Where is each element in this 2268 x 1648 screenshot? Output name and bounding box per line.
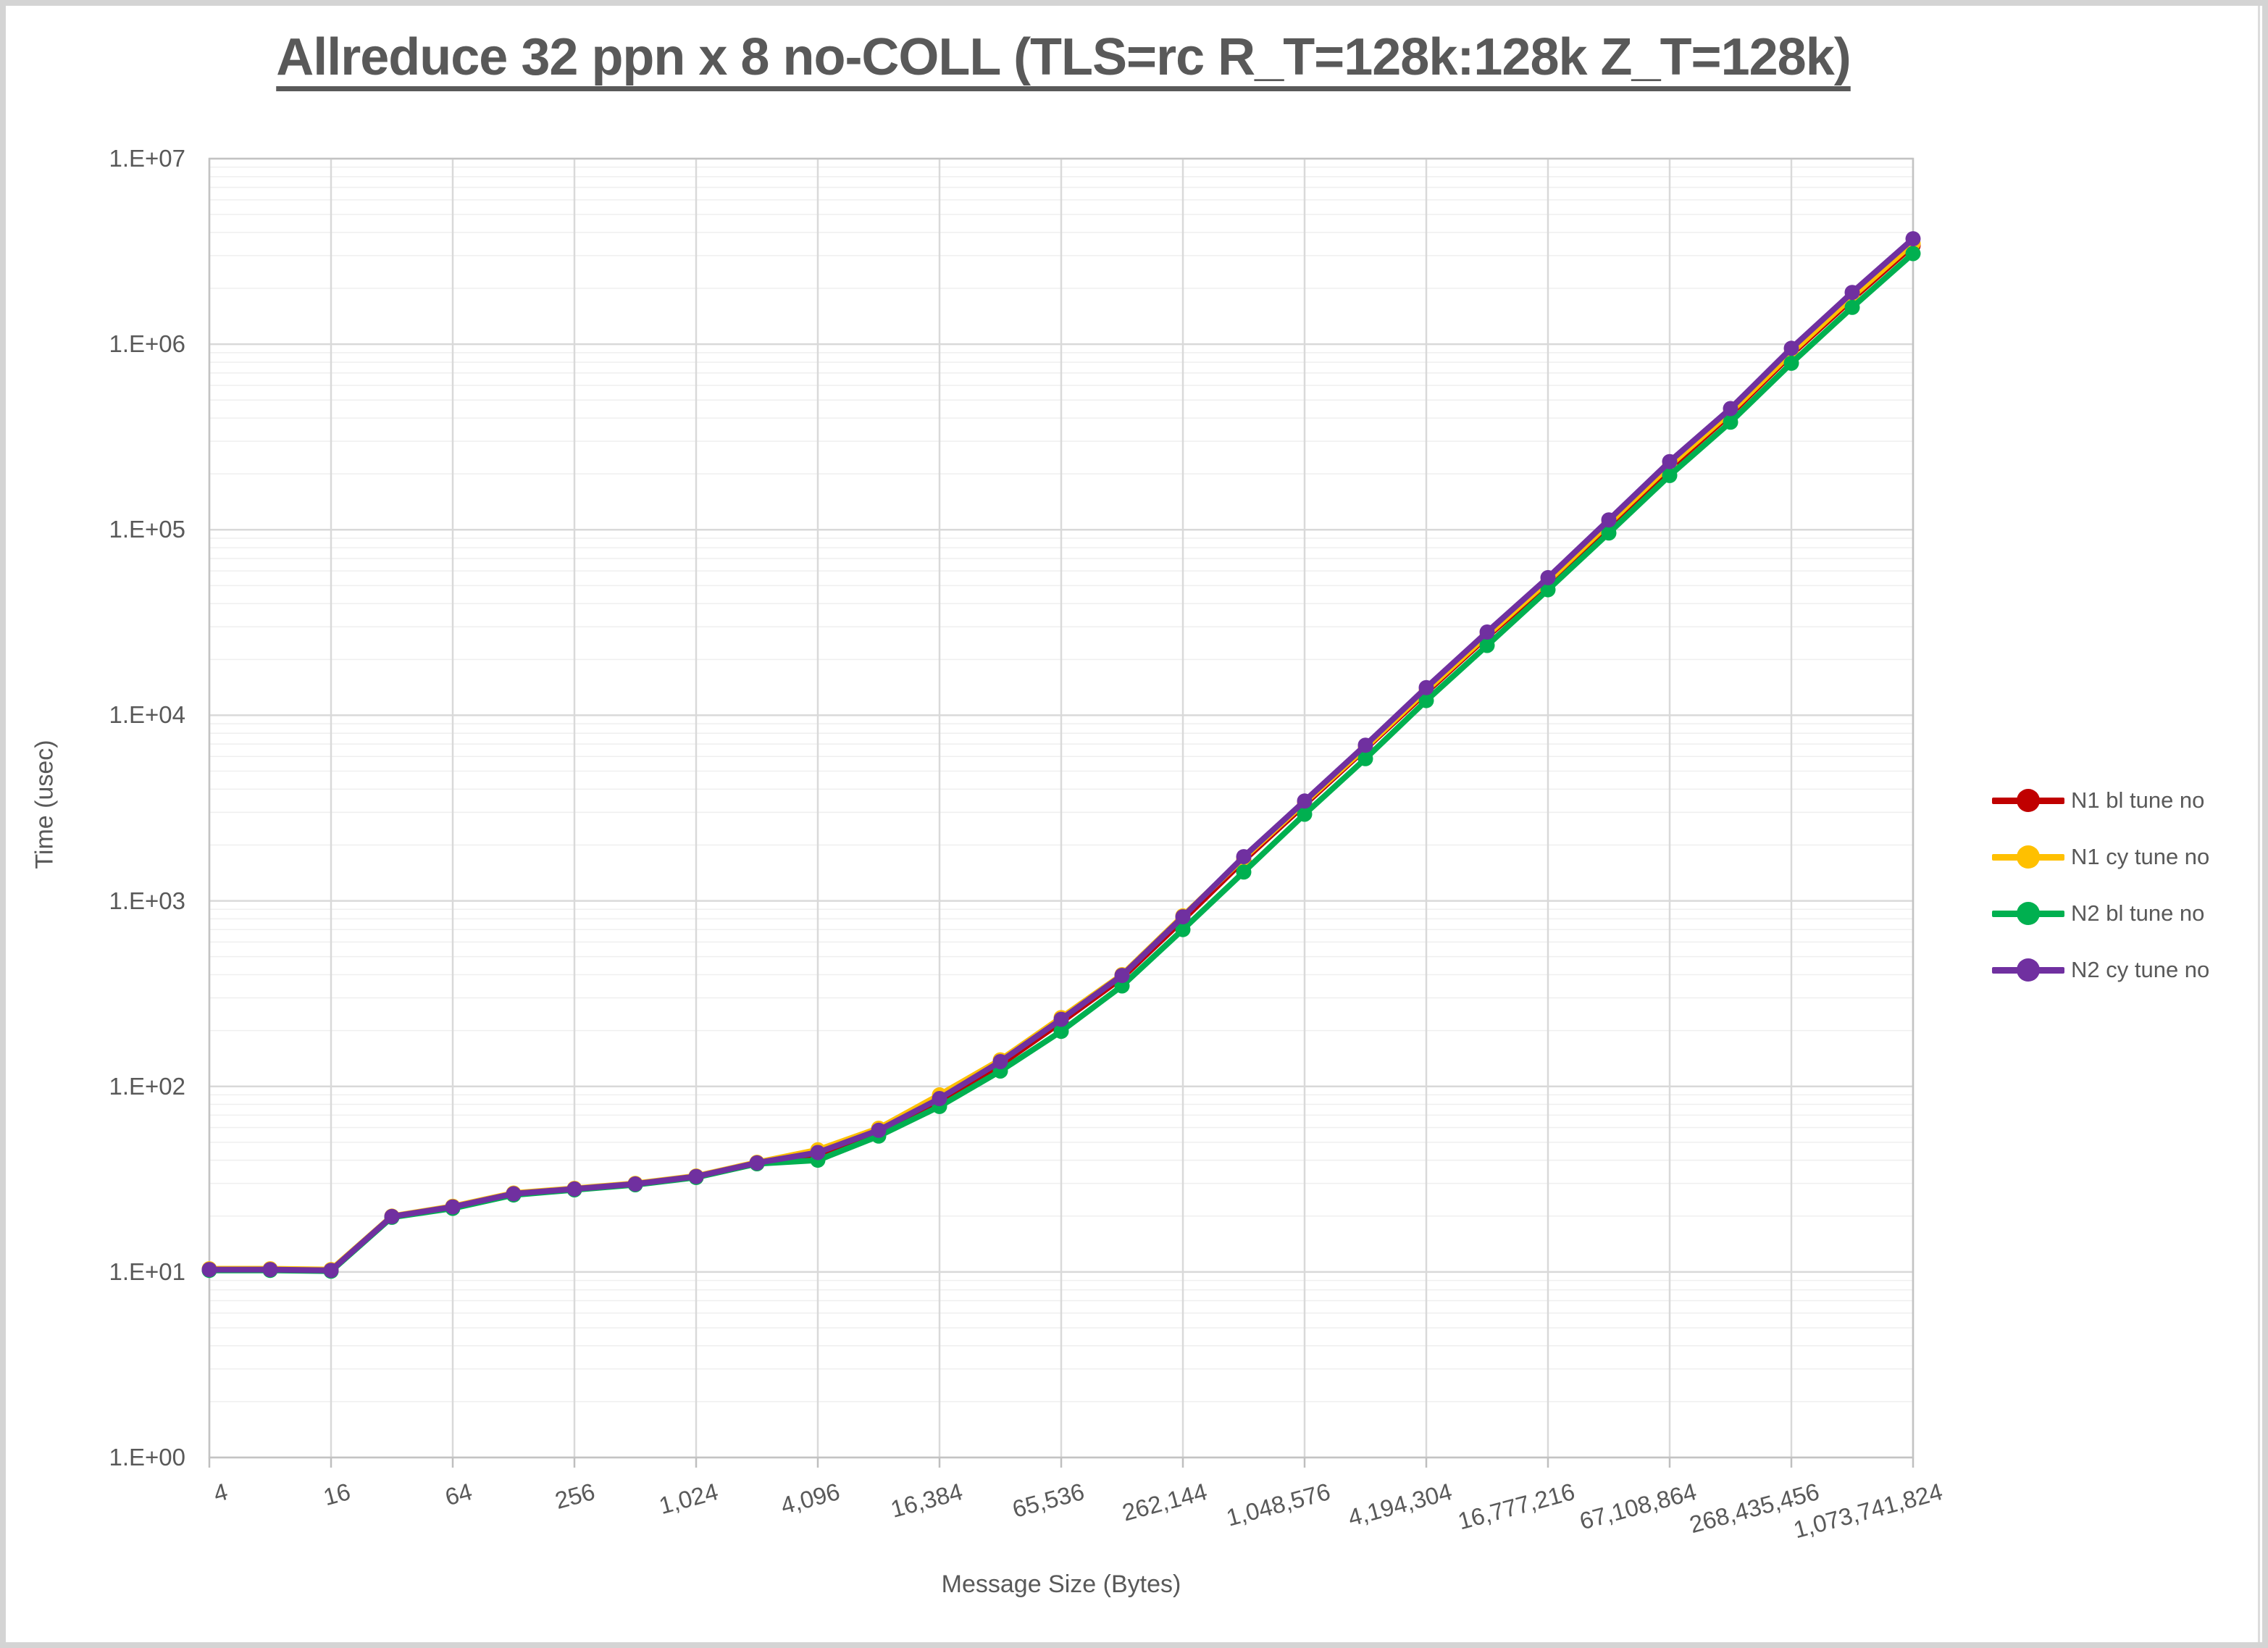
plot-border (208, 157, 1915, 1459)
data-point-n2-bl-tune-no (1540, 582, 1556, 598)
legend: N1 bl tune no N1 cy tune no N2 bl tune no N… (1992, 772, 2209, 998)
data-point-n2-cy-tune-no (1479, 624, 1495, 640)
legend-item-n1-cy-tune-no: N1 cy tune no (1992, 829, 2209, 885)
legend-marker-icon (1992, 958, 2064, 982)
data-point-n2-cy-tune-no (1601, 512, 1617, 528)
data-point-n2-cy-tune-no (627, 1176, 643, 1192)
y-tick-label: 1.E+00 (109, 1444, 185, 1471)
frame-right-edge (2258, 6, 2260, 1642)
legend-label: N2 cy tune no (2071, 957, 2210, 982)
data-point-n2-cy-tune-no (323, 1263, 339, 1279)
data-point-n2-cy-tune-no (1905, 231, 1921, 247)
data-point-n2-bl-tune-no (1297, 806, 1313, 822)
legend-marker-icon (1992, 901, 2064, 926)
y-tick-label: 1.E+02 (109, 1072, 185, 1100)
data-point-n2-bl-tune-no (1783, 355, 1799, 371)
data-point-n2-cy-tune-no (1723, 401, 1738, 417)
chart-title: Allreduce 32 ppn x 8 no-COLL (TLS=rc R_T… (276, 28, 1851, 86)
data-point-n2-cy-tune-no (1540, 569, 1556, 585)
data-point-n2-cy-tune-no (688, 1168, 704, 1184)
data-point-n2-bl-tune-no (1053, 1024, 1069, 1040)
data-point-n2-cy-tune-no (1357, 737, 1373, 753)
legend-label: N2 bl tune no (2071, 900, 2205, 926)
legend-item-n2-bl-tune-no: N2 bl tune no (1992, 885, 2209, 942)
data-point-n2-cy-tune-no (1418, 679, 1434, 695)
y-tick-label: 1.E+06 (109, 330, 185, 358)
data-point-n2-bl-tune-no (1357, 750, 1373, 766)
data-point-n2-bl-tune-no (1601, 525, 1617, 541)
legend-label: N1 bl tune no (2071, 787, 2205, 813)
data-point-n2-cy-tune-no (1114, 968, 1130, 984)
data-point-n2-bl-tune-no (1418, 693, 1434, 708)
legend-item-n1-bl-tune-no: N1 bl tune no (1992, 772, 2209, 829)
data-point-n2-bl-tune-no (1844, 299, 1860, 315)
y-tick-label: 1.E+01 (109, 1258, 185, 1285)
legend-marker-icon (1992, 788, 2064, 813)
y-tick-label: 1.E+07 (109, 145, 185, 172)
data-point-n2-bl-tune-no (1175, 921, 1191, 937)
data-point-n2-cy-tune-no (992, 1054, 1008, 1069)
data-point-n2-cy-tune-no (1053, 1011, 1069, 1027)
y-tick-label: 1.E+04 (109, 701, 185, 729)
plot-area (201, 157, 1921, 1468)
data-point-n2-cy-tune-no (262, 1262, 278, 1278)
y-axis-title: Time (usec) (30, 740, 59, 869)
data-point-n2-cy-tune-no (1175, 909, 1191, 925)
data-point-n2-bl-tune-no (1236, 864, 1252, 880)
data-point-n2-cy-tune-no (566, 1181, 582, 1197)
data-point-n2-cy-tune-no (445, 1199, 461, 1215)
y-tick-label: 1.E+03 (109, 887, 185, 914)
data-point-n2-cy-tune-no (1783, 340, 1799, 356)
data-point-n2-cy-tune-no (201, 1262, 217, 1278)
data-point-n2-cy-tune-no (932, 1091, 947, 1106)
data-point-n2-cy-tune-no (1236, 849, 1252, 865)
legend-label: N1 cy tune no (2071, 844, 2210, 869)
data-point-n2-bl-tune-no (1723, 414, 1738, 430)
data-point-n2-cy-tune-no (871, 1122, 887, 1138)
data-point-n2-cy-tune-no (384, 1208, 400, 1224)
data-point-n2-cy-tune-no (810, 1145, 826, 1160)
data-point-n2-cy-tune-no (1844, 285, 1860, 301)
data-point-n2-cy-tune-no (1662, 453, 1678, 469)
y-tick-label: 1.E+05 (109, 516, 185, 543)
data-point-n2-bl-tune-no (1479, 637, 1495, 653)
data-point-n2-cy-tune-no (1297, 793, 1313, 809)
data-point-n2-bl-tune-no (1114, 978, 1130, 994)
data-point-n2-bl-tune-no (1905, 246, 1921, 262)
data-point-n2-cy-tune-no (506, 1186, 522, 1202)
x-axis-title: Message Size (Bytes) (941, 1570, 1181, 1598)
data-point-n2-cy-tune-no (749, 1155, 765, 1171)
legend-marker-icon (1992, 845, 2064, 869)
data-point-n2-bl-tune-no (1662, 467, 1678, 483)
legend-item-n2-cy-tune-no: N2 cy tune no (1992, 942, 2209, 998)
